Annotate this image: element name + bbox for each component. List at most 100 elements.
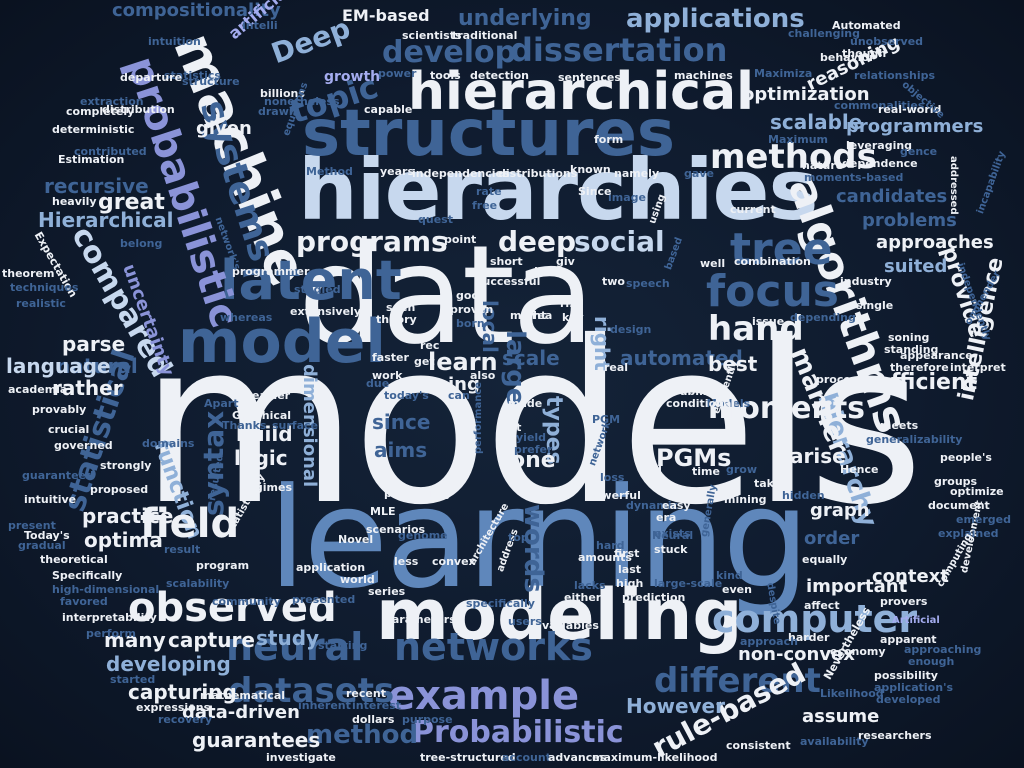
- word-application: application: [296, 561, 366, 574]
- word-completely: completely: [66, 105, 135, 118]
- word-However: However: [626, 694, 725, 718]
- word-MLE: MLE: [370, 505, 396, 518]
- word-loss: loss: [600, 471, 625, 484]
- word-today's: today's: [384, 389, 429, 402]
- word-can: can: [448, 389, 470, 402]
- word-users: users: [508, 615, 542, 628]
- word-Graphical: Graphical: [232, 409, 292, 422]
- word-Models: Models: [706, 397, 751, 410]
- word-known: known: [570, 163, 611, 176]
- word-inherent: inherent: [298, 699, 351, 712]
- word-maximum-likelihood: maximum-likelihood: [592, 751, 718, 764]
- word-ing: ing: [448, 374, 480, 395]
- word-crucial: crucial: [48, 423, 90, 436]
- word-theorem: theorem: [2, 267, 55, 280]
- word-studied: studied: [294, 283, 341, 296]
- word-time: time: [692, 465, 720, 478]
- word-real: real: [604, 361, 629, 374]
- word-gradual: gradual: [18, 539, 66, 552]
- word-detection: detection: [470, 69, 529, 82]
- word-hierarchical: hierarchical: [408, 62, 754, 122]
- word-aims: aims: [374, 438, 428, 462]
- word-guarantees: guarantees: [192, 728, 321, 752]
- word-modeling: modeling: [376, 574, 743, 656]
- word-people's: people's: [940, 451, 992, 464]
- word-Hierarchical: Hierarchical: [38, 208, 174, 232]
- word-extensively: extensively: [290, 305, 361, 318]
- word-models: models: [140, 293, 924, 554]
- word-good: good: [456, 289, 487, 302]
- word-learn: learn: [428, 348, 498, 376]
- word-rate: rate: [476, 185, 502, 198]
- word-world: world: [340, 573, 375, 586]
- word-interpretability: interpretability: [62, 611, 157, 624]
- word-tools: tools: [430, 69, 461, 82]
- word-best: best: [708, 352, 758, 376]
- word-generalizability: generalizability: [866, 433, 963, 446]
- word-strongly: strongly: [100, 459, 152, 472]
- word-years: years: [380, 165, 415, 178]
- word-presented: presented: [292, 593, 356, 606]
- word-networks: networks: [394, 625, 593, 669]
- word-work: work: [372, 369, 403, 382]
- word-moments-based: moments-based: [804, 171, 904, 184]
- word-one: one: [510, 448, 556, 473]
- word-programmers: programmers: [846, 116, 984, 137]
- word-rather: rather: [52, 376, 123, 400]
- word-apparent: apparent: [880, 633, 937, 646]
- word-even: even: [722, 583, 752, 596]
- word-capture: capture: [168, 628, 255, 652]
- word-dependence: dependence: [842, 157, 918, 170]
- word-since: since: [372, 410, 431, 434]
- word-scale: scale: [502, 346, 560, 370]
- word-Since: Since: [578, 185, 612, 198]
- word-issue: issue: [752, 315, 785, 328]
- word-era: era: [656, 511, 677, 524]
- word-guaranteed: guaranteed: [22, 469, 94, 482]
- word-either: either: [564, 591, 602, 604]
- word-prediction: prediction: [622, 591, 686, 604]
- word-Maximiza: Maximiza: [754, 67, 813, 80]
- word-moments: moments: [708, 391, 866, 426]
- word-domains: domains: [142, 437, 195, 450]
- word-possibility: possibility: [874, 669, 938, 682]
- word-easy: easy: [662, 499, 691, 512]
- word-social: social: [574, 225, 665, 258]
- word-rea: rea: [532, 309, 553, 322]
- word-example: example: [388, 673, 580, 719]
- word-specifically: specifically: [466, 597, 535, 610]
- word-present: present: [8, 519, 56, 532]
- word-order: order: [804, 528, 860, 549]
- word-programmer: programmer: [232, 265, 310, 278]
- word-researchers: researchers: [858, 729, 932, 742]
- word-genome: genome: [398, 529, 448, 542]
- word-approaching: approaching: [904, 643, 982, 656]
- word-capable: capable: [364, 103, 413, 116]
- word-addressed: addressed: [948, 156, 959, 215]
- word-variables: variables: [542, 619, 599, 632]
- word-proven: proven: [450, 303, 494, 316]
- word-interpret: interpret: [950, 361, 1006, 374]
- word-computer: computer: [712, 597, 918, 641]
- word-speech: speech: [626, 277, 670, 290]
- word-enough: enough: [908, 655, 955, 668]
- word-data: data: [298, 217, 595, 375]
- word-assume: assume: [802, 706, 880, 727]
- word-build: build: [236, 422, 293, 446]
- word-deep: deep: [498, 225, 577, 258]
- word-hidden: hidden: [782, 489, 825, 502]
- word-departure: departure: [120, 71, 183, 84]
- word-Automated: Automated: [832, 19, 901, 32]
- word-unobserved: unobserved: [850, 35, 924, 48]
- word-key: key: [562, 311, 584, 324]
- word-Thanks: Thanks: [222, 419, 267, 432]
- word-perform: perform: [86, 627, 136, 640]
- word-belong: belong: [120, 237, 163, 250]
- word-automated: automated: [620, 346, 743, 370]
- word-practice: practice: [82, 504, 174, 528]
- word-provably: provably: [32, 403, 87, 416]
- word-soning: soning: [888, 331, 930, 344]
- word-field: field: [140, 501, 240, 547]
- word-academia: academia: [8, 383, 68, 396]
- word-observed: observed: [128, 585, 337, 631]
